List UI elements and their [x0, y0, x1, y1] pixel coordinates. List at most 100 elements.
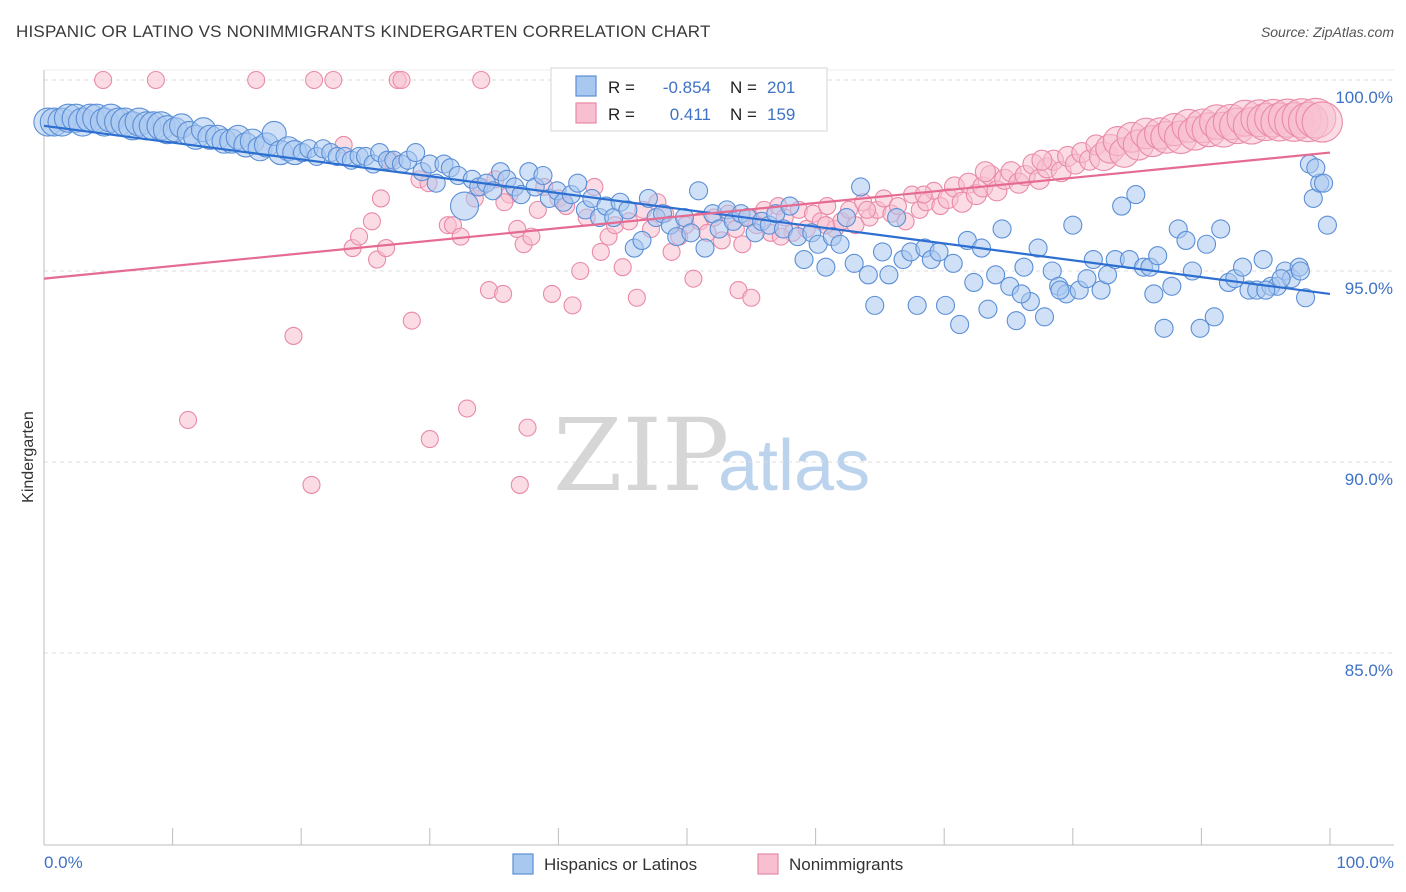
- point-nonimmigrants: [472, 70, 491, 90]
- point-nonimmigrants: [563, 296, 582, 315]
- stats-r-value-2: 0.411: [670, 105, 711, 124]
- point-hispanics: [1063, 215, 1083, 235]
- y-tick-label: 90.0%: [1345, 470, 1393, 489]
- point-nonimmigrants: [742, 288, 761, 307]
- point-nonimmigrants: [542, 284, 562, 303]
- point-nonimmigrants: [302, 475, 321, 494]
- point-hispanics: [1126, 185, 1146, 205]
- stats-box-frame: [550, 67, 828, 132]
- point-nonimmigrants: [324, 70, 343, 90]
- point-hispanics: [992, 219, 1012, 239]
- point-hispanics: [887, 207, 907, 228]
- point-nonimmigrants: [974, 161, 996, 183]
- point-hispanics: [1204, 307, 1224, 327]
- point-hispanics: [794, 249, 814, 270]
- point-hispanics: [1028, 238, 1048, 258]
- point-nonimmigrants: [458, 399, 477, 418]
- stats-swatch-nonimmigrants: [575, 102, 597, 124]
- trend-line-nonimmigrants: [43, 151, 1331, 280]
- point-nonimmigrants: [495, 193, 514, 212]
- legend-swatch-nonimmigrants: [757, 853, 779, 875]
- point-nonimmigrants: [305, 70, 324, 90]
- point-nonimmigrants: [178, 410, 198, 430]
- y-tick-labels: 100.0% 95.0% 90.0% 85.0%: [1335, 88, 1393, 680]
- point-nonimmigrants: [613, 258, 632, 277]
- y-tick-label: 85.0%: [1345, 661, 1393, 680]
- point-hispanics: [907, 295, 927, 315]
- point-hispanics: [844, 253, 864, 273]
- chart-title: HISPANIC OR LATINO VS NONIMMIGRANTS KIND…: [16, 22, 711, 41]
- stats-n-label-1: N =: [730, 78, 757, 97]
- point-nonimmigrants: [377, 239, 396, 258]
- point-nonimmigrants: [392, 70, 411, 90]
- point-nonimmigrants: [591, 242, 610, 261]
- point-hispanics: [1162, 276, 1182, 296]
- point-hispanics: [632, 230, 652, 250]
- point-nonimmigrants: [494, 284, 513, 303]
- point-hispanics: [1290, 261, 1310, 281]
- point-hispanics: [1077, 269, 1097, 289]
- point-hispanics: [1011, 284, 1031, 304]
- trend-lines: [43, 124, 1331, 296]
- point-hispanics: [483, 181, 503, 201]
- point-hispanics: [964, 272, 984, 293]
- point-hispanics: [1083, 249, 1103, 270]
- point-hispanics: [1144, 284, 1164, 304]
- x-tick-marks: [43, 828, 1331, 845]
- point-nonimmigrants: [402, 311, 421, 330]
- point-hispanics: [879, 265, 899, 285]
- point-hispanics: [1112, 196, 1132, 216]
- point-hispanics: [618, 200, 638, 220]
- legend-label-hispanics: Hispanics or Latinos: [544, 855, 697, 874]
- watermark-atlas: atlas: [718, 426, 870, 506]
- stats-n-value-2: 159: [767, 105, 795, 124]
- point-hispanics: [872, 242, 893, 262]
- point-nonimmigrants: [146, 70, 165, 90]
- legend-label-nonimmigrants: Nonimmigrants: [789, 855, 903, 874]
- point-hispanics: [830, 234, 850, 254]
- point-hispanics: [1233, 257, 1253, 277]
- point-nonimmigrants: [818, 197, 837, 216]
- point-hispanics: [1253, 249, 1273, 270]
- point-hispanics: [406, 143, 426, 163]
- point-hispanics: [1190, 318, 1210, 338]
- stats-swatch-hispanics: [575, 75, 597, 97]
- stats-r-value-1: -0.854: [663, 78, 711, 97]
- point-nonimmigrants: [571, 261, 590, 281]
- point-nonimmigrants: [733, 235, 752, 254]
- point-hispanics: [1006, 311, 1026, 331]
- point-hispanics: [836, 207, 857, 228]
- point-hispanics: [986, 265, 1006, 285]
- x-tick-label-max: 100.0%: [1336, 853, 1394, 872]
- point-nonimmigrants: [528, 200, 547, 219]
- point-hispanics: [978, 299, 998, 319]
- point-nonimmigrants: [371, 189, 390, 208]
- point-hispanics: [681, 223, 701, 243]
- source-credit: Source: ZipAtlas.com: [1260, 24, 1394, 40]
- point-hispanics: [1050, 280, 1070, 300]
- point-nonimmigrants: [914, 185, 933, 204]
- point-hispanics: [1271, 269, 1291, 289]
- point-hispanics: [816, 257, 836, 277]
- point-hispanics: [851, 177, 871, 197]
- point-nonimmigrants: [1031, 149, 1053, 171]
- point-hispanics: [695, 238, 715, 258]
- watermark-zip: ZIP: [553, 397, 729, 514]
- point-hispanics: [568, 173, 588, 193]
- point-hispanics: [1196, 234, 1217, 254]
- point-hispanics: [1306, 158, 1326, 178]
- y-tick-label: 100.0%: [1335, 88, 1393, 107]
- point-hispanics: [1314, 173, 1334, 193]
- y-axis-title: Kindergarten: [20, 411, 37, 503]
- stats-r-label-1: R =: [608, 78, 635, 97]
- point-hispanics: [1296, 288, 1316, 308]
- point-hispanics: [943, 253, 963, 273]
- point-nonimmigrants: [420, 430, 439, 449]
- point-hispanics: [858, 265, 878, 285]
- trend-line-hispanics: [43, 124, 1331, 296]
- stats-box: R = -0.854 N = 201 R = 0.411 N = 159: [550, 67, 828, 132]
- point-nonimmigrants: [857, 200, 877, 219]
- point-nonimmigrants: [518, 418, 537, 437]
- stats-r-label-2: R =: [608, 105, 635, 124]
- point-hispanics: [689, 181, 709, 201]
